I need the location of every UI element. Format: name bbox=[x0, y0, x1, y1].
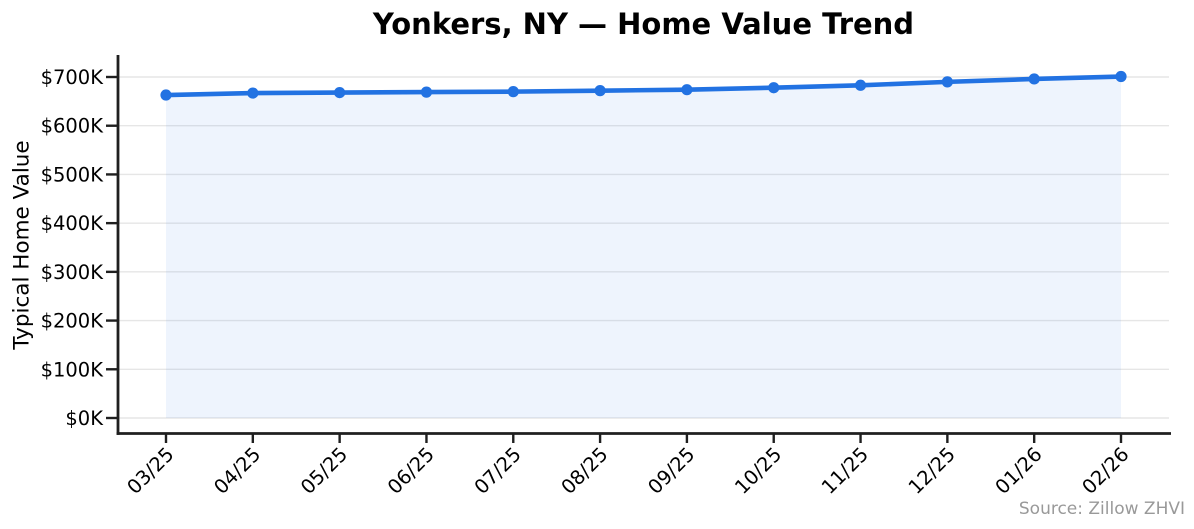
x-tick-label: 09/25 bbox=[643, 443, 699, 499]
y-tick-label: $400K bbox=[41, 212, 105, 235]
x-tick-label: 03/25 bbox=[123, 443, 179, 499]
x-tick-label: 12/25 bbox=[904, 443, 960, 499]
x-tick-label: 11/25 bbox=[817, 443, 873, 499]
data-point bbox=[681, 84, 693, 96]
grid-layer bbox=[118, 76, 1169, 419]
data-point bbox=[768, 82, 780, 94]
axis-layer bbox=[106, 55, 1171, 443]
chart-title: Yonkers, NY — Home Value Trend bbox=[372, 7, 915, 41]
x-tick-label: 04/25 bbox=[209, 443, 265, 499]
x-tick-label: 10/25 bbox=[730, 443, 786, 499]
x-tick-label: 08/25 bbox=[557, 443, 613, 499]
data-point bbox=[334, 86, 346, 99]
data-point bbox=[420, 86, 433, 98]
y-tick-label: $300K bbox=[41, 261, 105, 284]
y-tick-label: $100K bbox=[41, 358, 105, 381]
x-tick-label: 01/26 bbox=[991, 443, 1047, 499]
y-tick-label: $700K bbox=[41, 66, 105, 89]
y-tick-label: $200K bbox=[41, 310, 105, 333]
data-point bbox=[507, 86, 519, 98]
x-tick-label: 07/25 bbox=[470, 443, 526, 499]
area-fill bbox=[166, 76, 1121, 418]
x-tick-label: 02/26 bbox=[1078, 443, 1134, 499]
x-tick-label: 05/25 bbox=[296, 443, 352, 499]
y-tick-label: $500K bbox=[41, 163, 105, 186]
y-tick-label: $600K bbox=[41, 115, 105, 138]
x-tick-label: 06/25 bbox=[383, 443, 439, 499]
y-tick-label: $0K bbox=[65, 407, 104, 430]
data-point bbox=[1115, 70, 1127, 83]
trend-line bbox=[163, 74, 1124, 98]
data-point bbox=[854, 79, 867, 91]
data-point bbox=[594, 85, 606, 97]
data-point bbox=[941, 76, 953, 88]
series-layer bbox=[160, 70, 1127, 418]
data-point bbox=[247, 87, 259, 99]
data-point bbox=[1028, 73, 1040, 85]
data-point bbox=[160, 89, 172, 101]
source-note: Source: Zillow ZHVI bbox=[1018, 499, 1185, 519]
